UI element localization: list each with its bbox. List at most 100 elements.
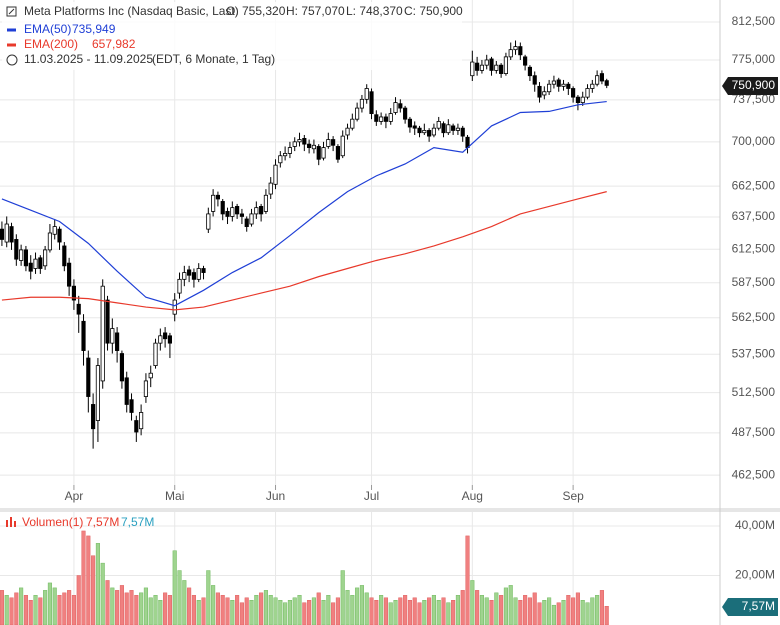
y-tick-label: 812,500: [732, 14, 776, 28]
candle-body: [23, 249, 28, 267]
candle-body: [350, 118, 355, 129]
marks: [0, 40, 609, 625]
volume-bar: [532, 592, 537, 625]
candle-body: [374, 114, 379, 122]
quote: L: 748,370: [346, 4, 403, 18]
candle-body: [254, 207, 259, 215]
title: Meta Platforms Inc (Nasdaq Basic, Last): [24, 4, 239, 18]
volume-bar: [57, 595, 62, 625]
y-tick-label: 537,500: [732, 346, 776, 360]
icon: [8, 8, 15, 15]
candle-body: [316, 146, 321, 160]
candle-body: [302, 137, 307, 145]
volume-bar: [110, 587, 115, 625]
volume-bar: [143, 587, 148, 625]
volume-bar: [100, 562, 105, 625]
volume-bar: [431, 595, 436, 625]
candle-body: [556, 79, 561, 87]
candle-body: [9, 226, 14, 243]
candle-body: [503, 56, 508, 74]
y-tick-label: 562,500: [732, 310, 776, 324]
candle-body: [499, 64, 504, 74]
volume-bar: [489, 600, 494, 625]
icon: [6, 520, 8, 527]
candle-body: [326, 139, 331, 147]
ema-line: [1, 100, 607, 307]
volume-bar: [369, 597, 374, 625]
candle-body: [67, 262, 72, 287]
candle-body: [259, 206, 264, 215]
volume-bar: [604, 606, 609, 625]
candle-body: [76, 303, 81, 315]
quote: H: 757,070: [286, 4, 345, 18]
candle-body: [523, 56, 528, 66]
candle-body: [95, 365, 100, 421]
candle-body: [599, 73, 604, 82]
candle-body: [561, 83, 566, 87]
volume-bar: [163, 592, 168, 625]
volume-bar: [547, 597, 552, 625]
volume-bar: [537, 602, 542, 625]
candle-body: [163, 332, 168, 340]
volume-bar: [393, 600, 398, 625]
volume-bar: [316, 592, 321, 625]
candle-body: [268, 182, 273, 195]
candle-body: [38, 257, 43, 269]
y-tick-label: 612,500: [732, 241, 776, 255]
badge-bg: [722, 598, 778, 616]
candle-body: [187, 269, 192, 276]
candle-body: [369, 91, 374, 115]
volume-bar: [311, 597, 316, 625]
candle-body: [537, 85, 542, 98]
volume-bar: [364, 592, 369, 625]
candle-body: [287, 147, 292, 154]
volume-bar: [331, 602, 336, 625]
candle-body: [590, 83, 595, 89]
candle-body: [196, 268, 201, 280]
candle-body: [393, 102, 398, 113]
volume-bar: [91, 555, 96, 625]
candle-body: [508, 49, 513, 58]
icon: [14, 521, 16, 527]
volume-bar: [451, 600, 456, 625]
volume-bar: [379, 595, 384, 625]
candle-body: [364, 88, 369, 100]
candle-body: [86, 357, 91, 397]
volume-bar: [139, 592, 144, 625]
volume-bar: [62, 592, 67, 625]
volume-bar: [81, 530, 86, 625]
candle-body: [403, 107, 408, 120]
legend-label: EMA(200): [24, 37, 78, 51]
candle-body: [158, 335, 163, 344]
candle-body: [177, 278, 182, 294]
volume-bar: [585, 602, 590, 625]
x-tick-label: Jun: [266, 489, 285, 503]
panel-separator: [0, 508, 780, 512]
volume-badge: 7,57M: [722, 598, 778, 616]
volume-bar: [115, 590, 120, 625]
y-tick-label: 20,00M: [735, 568, 775, 582]
volume-bar: [484, 597, 489, 625]
candle-body: [129, 399, 134, 413]
candle-body: [249, 213, 254, 225]
candle-body: [105, 299, 110, 344]
x-tick-label: Mai: [165, 489, 184, 503]
candle-body: [0, 228, 4, 240]
volume-bar: [33, 595, 38, 625]
candle-body: [33, 258, 38, 269]
candle-body: [513, 46, 518, 51]
volume-bar: [407, 600, 412, 625]
volume-bar: [239, 602, 244, 625]
volume-bar: [259, 592, 264, 625]
candle-body: [412, 125, 417, 129]
volume-bar: [388, 602, 393, 625]
x-tick-label: Jul: [364, 489, 379, 503]
candle-body: [345, 127, 350, 136]
x-tick-label: Apr: [65, 489, 84, 503]
volume-bar: [220, 595, 225, 625]
volume-bar: [350, 595, 355, 625]
volume-value: 7,57M: [86, 515, 119, 529]
candle-body: [28, 262, 33, 272]
legend-value: 735,949: [72, 22, 116, 36]
volume-bar: [129, 590, 134, 625]
